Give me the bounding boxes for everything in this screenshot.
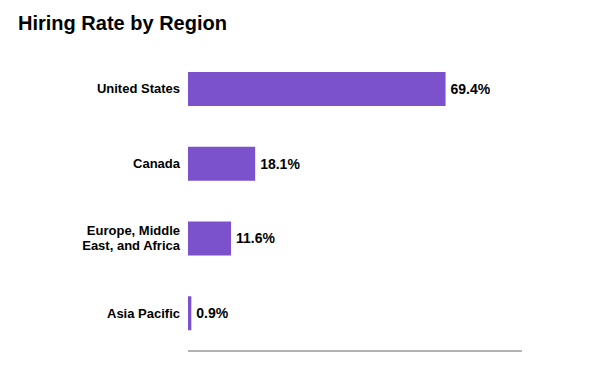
svg-text:69.4%: 69.4%	[451, 81, 491, 97]
svg-text:11.6%: 11.6%	[236, 230, 275, 246]
svg-text:United States: United States	[97, 81, 180, 96]
svg-text:Europe, MiddleEast, and Africa: Europe, MiddleEast, and Africa	[82, 223, 181, 253]
svg-text:18.1%: 18.1%	[260, 156, 300, 172]
html-text:Hiring Rate by Region: Hiring Rate by Region	[18, 12, 227, 34]
svg-text:0.9%: 0.9%	[196, 305, 228, 321]
svg-text:Canada: Canada	[133, 156, 181, 171]
svg-text:Asia Pacific: Asia Pacific	[107, 306, 180, 321]
